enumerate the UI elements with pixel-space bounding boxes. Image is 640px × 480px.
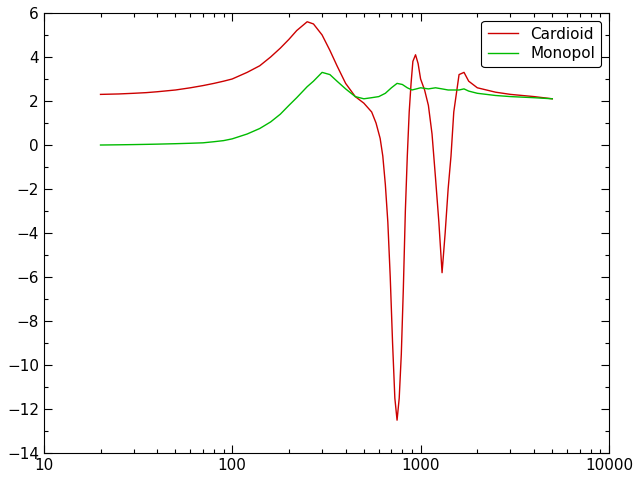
Line: Cardioid: Cardioid	[100, 22, 552, 420]
Monopol	[444, 87, 452, 93]
Monopol	[431, 85, 439, 91]
Monopol	[210, 139, 218, 144]
Monopol	[403, 85, 411, 91]
Monopol	[199, 140, 207, 146]
Monopol	[310, 78, 317, 84]
Cardioid	[399, 285, 407, 291]
Cardioid	[210, 81, 218, 86]
Monopol	[507, 94, 515, 99]
Monopol	[220, 138, 227, 144]
Monopol	[460, 86, 468, 92]
Monopol	[154, 141, 161, 147]
Monopol	[375, 94, 383, 99]
Monopol	[267, 119, 275, 125]
Monopol	[455, 87, 463, 93]
Monopol	[393, 81, 401, 86]
Cardioid	[388, 340, 396, 346]
Monopol	[368, 95, 376, 101]
Legend: Cardioid, Monopol: Cardioid, Monopol	[481, 21, 602, 67]
Monopol	[474, 90, 481, 96]
Monopol	[530, 95, 538, 101]
Cardioid	[548, 96, 556, 102]
Monopol	[97, 142, 104, 148]
Monopol	[342, 86, 349, 92]
Monopol	[465, 88, 472, 94]
Monopol	[492, 93, 499, 98]
Monopol	[256, 126, 264, 132]
Monopol	[243, 131, 251, 137]
Monopol	[381, 90, 389, 96]
Monopol	[399, 82, 406, 87]
Monopol	[548, 96, 556, 102]
Monopol	[351, 94, 359, 99]
Monopol	[143, 142, 150, 147]
Cardioid	[303, 19, 311, 24]
Monopol	[285, 103, 292, 108]
Monopol	[303, 84, 311, 90]
Monopol	[408, 87, 416, 93]
Monopol	[115, 142, 123, 148]
Cardioid	[393, 417, 401, 423]
Monopol	[276, 111, 284, 117]
Monopol	[187, 140, 195, 146]
Monopol	[130, 142, 138, 147]
Monopol	[172, 141, 179, 146]
Cardioid	[97, 92, 104, 97]
Monopol	[424, 86, 432, 92]
Monopol	[417, 85, 424, 91]
Monopol	[438, 86, 446, 92]
Monopol	[413, 86, 420, 92]
Monopol	[450, 87, 458, 93]
Cardioid	[412, 52, 419, 58]
Monopol	[360, 96, 368, 102]
Monopol	[326, 72, 333, 77]
Monopol	[293, 95, 301, 101]
Monopol	[228, 136, 236, 142]
Cardioid	[409, 59, 417, 64]
Cardioid	[376, 135, 384, 141]
Monopol	[318, 70, 326, 75]
Line: Monopol: Monopol	[100, 72, 552, 145]
Monopol	[333, 78, 341, 84]
Monopol	[388, 85, 396, 91]
